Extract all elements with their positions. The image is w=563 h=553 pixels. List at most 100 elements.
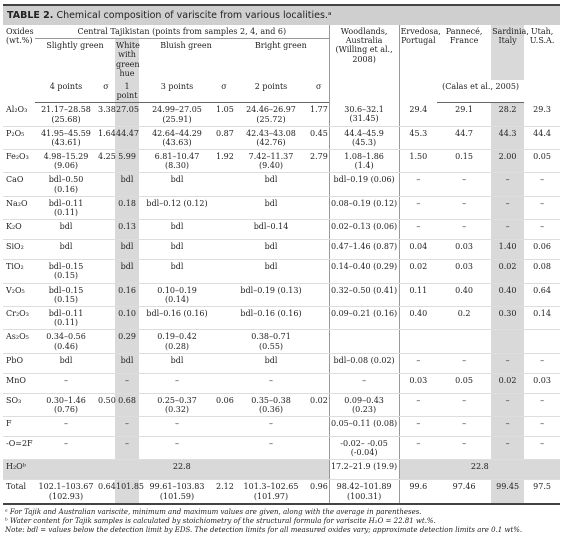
cell: 0.05 [524,149,561,174]
cell: bdl–0.15 (0.15) [35,259,97,284]
cell: 2.00 [491,149,525,174]
cell: 44.7 [437,126,492,151]
cell: – [437,196,492,221]
oxide-name: K₂O [3,219,35,241]
cell [309,416,330,438]
cell: 0.08 [524,259,561,284]
cell: 24.46–26.97 (25.72) [233,102,309,127]
variety-header: Bluish green [160,41,212,51]
cell: – [524,196,561,221]
cell: – [491,353,525,374]
cell [309,172,330,197]
oxide-name: Cr₂O₃ [3,306,35,331]
cell: 0.08–0.19 (0.12) [328,196,400,221]
reference-header: (Calas et al., 2005) [437,79,525,104]
cell [215,259,233,284]
cell: – [491,219,525,241]
variety-header: Bright green [254,41,307,51]
cell: 0.14–0.40 (0.29) [328,259,400,284]
cell: bdl [115,239,139,261]
cell: 0.19–0.42 (0.28) [139,329,215,354]
cell: 0.02–0.13 (0.06) [328,219,400,241]
cell: 0.03 [437,239,492,261]
cell: 0.04 [398,239,438,261]
cell: bdl [233,196,309,221]
cell [309,239,330,261]
cell: – [491,172,525,197]
cell: 0.34–0.56 (0.46) [35,329,97,354]
cell: 0.14 [524,306,561,331]
cell: bdl [233,353,309,374]
data-row: F – – – –0.05–0.11 (0.08) – – – – [3,416,561,438]
cell: bdl [233,259,309,284]
cell [97,239,115,261]
cell: 0.40 [437,283,492,307]
cell: bdl–0.11 (0.11) [35,196,97,221]
cell [215,353,233,374]
composition-table: Oxides (wt.%) Central Tajikistan (points … [3,25,561,505]
oxide-name: P₂O₅ [3,126,35,151]
cell: 97.5 [524,479,561,505]
cell: 29.1 [437,102,492,127]
cell: 24.99–27.05 (25.91) [139,102,215,127]
cell: 0.10–0.19 (0.14) [139,283,215,307]
data-row: As₂O₅ 0.34–0.56 (0.46) 0.29 0.19–0.42 (0.28… [3,329,561,354]
cell [524,329,561,354]
data-row: -O=2F – – – – -0.02– -0.05 (-0.04) – – – – [3,436,561,461]
cell: 1.50 [398,149,438,174]
cell: 0.16 [115,283,139,307]
locality-header: Woodlands, Australia (Willing et al., 20… [328,25,400,103]
locality-header: Ervedosa, Portugal [398,25,441,103]
title-text: Chemical composition of variscite from v… [56,10,332,21]
cell: 0.96 [309,479,330,505]
oxide-name: H₂Oᵇ [3,459,35,481]
cell: bdl–0.16 (0.16) [139,306,215,331]
locality-header: Sardinia, Italy [491,25,529,80]
cell: – [398,393,438,418]
cell: 0.02 [491,259,525,284]
points-header: 1 point [115,79,139,104]
cell: – [398,196,438,221]
cell: 27.05 [115,102,139,127]
cell: – [233,416,309,438]
cell: 45.3 [398,126,438,151]
cell: – [398,172,438,197]
cell: 4.98–15.29 (9.06) [35,149,97,174]
cell [309,196,330,221]
cell: 0.02 [491,373,525,394]
cell: 6.81–10.47 (8.30) [139,149,215,174]
oxide-name: Fe₂O₃ [3,149,35,174]
cell [215,373,233,394]
cell: – [524,416,561,438]
cell: 0.09–0.43 (0.23) [328,393,400,418]
cell [309,219,330,241]
data-row: TiO₂ bdl–0.15 (0.15) bdl bdl bdl 0.14–0.40 (0… [3,259,561,284]
oxides-header: Oxides (wt.%) [6,27,34,46]
locality-header: Utah, U.S.A. [529,27,555,46]
cell: bdl–0.15 (0.15) [35,283,97,307]
cell: 0.64 [97,479,116,505]
cell: 7.42–11.37 (9.40) [233,149,309,174]
cell [97,196,115,221]
cell: – [115,436,139,461]
cell: bdl [35,239,97,261]
cell [215,172,233,197]
cell: 22.8 [398,459,561,481]
cell: bdl [115,259,139,284]
cell: – [524,353,561,374]
water-row: H₂Oᵇ 22.8 17.2–21.9 (19.9) 22.8 [3,459,561,481]
cell: bdl [115,353,139,374]
oxide-name: Na₂O [3,196,35,221]
cell: 0.11 [398,283,438,307]
cell: – [35,436,97,461]
cell [215,329,233,354]
cell: 44.47 [115,126,139,151]
cell: 0.45 [309,126,330,151]
cell: 0.03 [437,259,492,284]
cell: 44.4 [524,126,561,151]
cell: bdl–0.19 (0.13) [233,283,309,307]
group-header: Central Tajikistan (points from samples … [35,25,330,40]
sigma-header: σ [309,79,330,104]
cell [215,219,233,241]
cell: – [491,436,525,461]
